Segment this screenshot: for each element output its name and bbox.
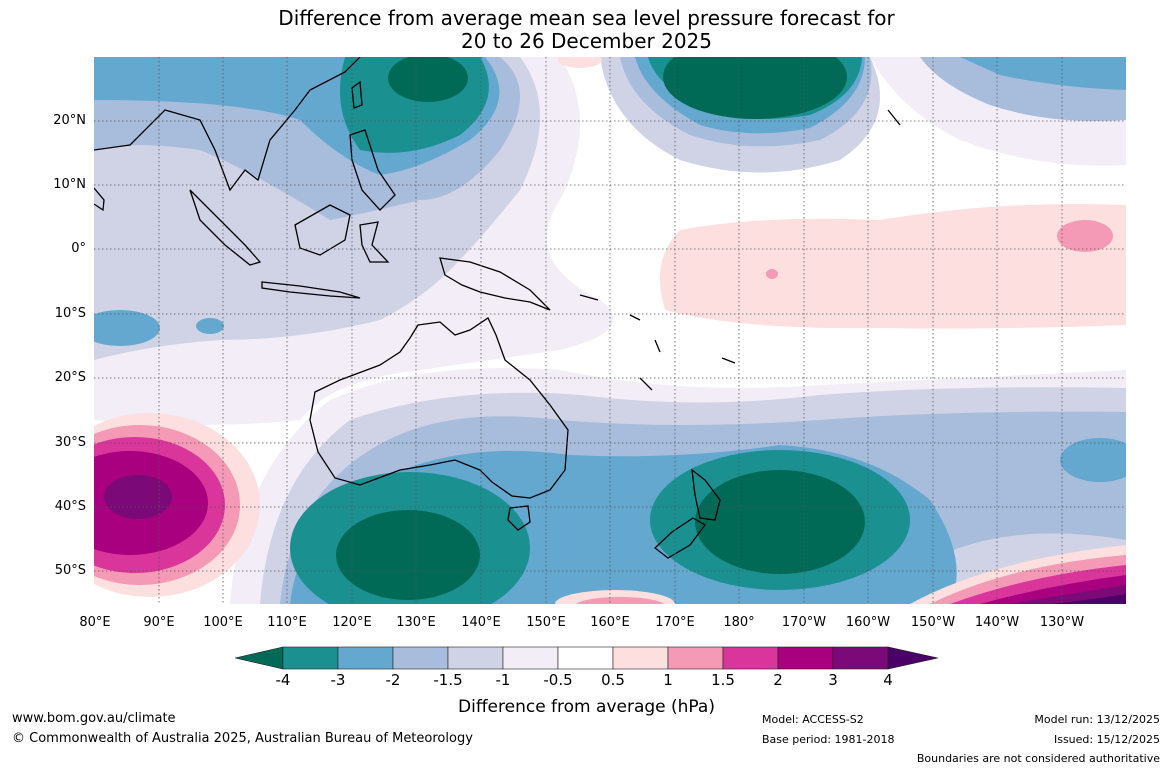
- lon-label: 160°E: [590, 615, 630, 630]
- colorbar-tick-label: -4: [275, 671, 291, 689]
- contour-neg-2-west-10s: [94, 310, 160, 346]
- lat-label: 10°N: [53, 177, 86, 192]
- coastlines: [94, 57, 901, 559]
- base-period-text: Base period: 1981-2018: [762, 733, 895, 746]
- taiwan-coast: [351, 80, 363, 109]
- java-coast: [261, 281, 361, 299]
- philippines-coast: [349, 129, 396, 211]
- colorbar-swatch: [447, 646, 504, 670]
- asia-mainland-coast: [94, 57, 361, 192]
- lon-label: 180°: [723, 615, 755, 630]
- model-text: Model: ACCESS-S2: [762, 713, 864, 726]
- lat-label: 50°S: [54, 563, 86, 578]
- colorbar-swatch: [667, 646, 724, 670]
- lon-label: 130°E: [396, 615, 436, 630]
- colorbar-tick-label: -2: [385, 671, 401, 689]
- colorbar-swatch: [832, 646, 889, 670]
- lon-label: 150°W: [910, 615, 956, 630]
- contour-neg-4-northeast: [663, 57, 847, 119]
- contour-pos-3-southwest: [104, 475, 172, 519]
- colorbar-swatch: [502, 646, 559, 670]
- colorbar-extend-high: [887, 646, 939, 670]
- sumatra-coast: [189, 189, 262, 266]
- lon-label: 170°W: [781, 615, 827, 630]
- colorbar-swatch: [392, 646, 449, 670]
- pressure-anomaly-map: [94, 57, 1126, 604]
- sri-lanka-coast: [94, 187, 105, 212]
- lon-label: 140°E: [461, 615, 501, 630]
- nz-north-island: [691, 468, 721, 521]
- contour-pos-1-equator: [1057, 220, 1113, 252]
- colorbar-swatch: [722, 646, 779, 670]
- contour-neg-4-north: [388, 57, 468, 102]
- colorbar-tick-label: -3: [330, 671, 346, 689]
- lat-label: 10°S: [54, 306, 86, 321]
- pacific-islands: [579, 109, 901, 391]
- sulawesi-coast: [359, 221, 390, 263]
- lat-label: 0°: [71, 241, 86, 256]
- tasmania-coast: [507, 505, 531, 531]
- contour-neg-4-nz: [695, 470, 865, 574]
- disclaimer-text: Boundaries are not considered authoritat…: [916, 752, 1160, 765]
- lon-label: 130°W: [1039, 615, 1085, 630]
- colorbar-tick-label: 3: [828, 671, 838, 689]
- colorbar-tick-label: -1.5: [433, 671, 463, 689]
- model-run-text: Model run: 13/12/2025: [1034, 713, 1160, 726]
- issued-text: Issued: 15/12/2025: [1053, 733, 1160, 746]
- contour-pos-0.5-equator: [660, 204, 1126, 329]
- lon-label: 170°E: [655, 615, 695, 630]
- colorbar-tick-label: -0.5: [543, 671, 573, 689]
- lat-label: 20°S: [54, 370, 86, 385]
- contour-neg-4-southwest: [336, 510, 480, 600]
- colorbar-tick-label: 2: [773, 671, 783, 689]
- lon-label: 160°W: [845, 615, 891, 630]
- lat-label: 40°S: [54, 499, 86, 514]
- colorbar-swatch: [282, 646, 339, 670]
- colorbar-tick-label: 0.5: [601, 671, 625, 689]
- lon-label: 90°E: [143, 615, 175, 630]
- colorbar-tick-label: 1.5: [711, 671, 735, 689]
- borneo-coast: [294, 204, 351, 256]
- colorbar-tick-label: 1: [663, 671, 673, 689]
- australia-coast: [309, 317, 569, 499]
- lon-label: 100°E: [203, 615, 243, 630]
- lon-label: 150°E: [526, 615, 566, 630]
- colorbar-swatch: [777, 646, 834, 670]
- colorbar-swatch: [612, 646, 669, 670]
- lat-label: 20°N: [53, 113, 86, 128]
- graticule: [94, 57, 1126, 604]
- colorbar-swatch: [337, 646, 394, 670]
- anomaly-contours: [94, 57, 1126, 604]
- lon-label: 120°E: [332, 615, 372, 630]
- colorbar-tick-label: -1: [495, 671, 511, 689]
- lon-label: 110°E: [267, 615, 307, 630]
- colorbar-label: Difference from average (hPa): [458, 697, 715, 717]
- map-title-line-2: 20 to 26 December 2025: [460, 29, 712, 53]
- nz-south-island: [653, 517, 706, 559]
- copyright-text: © Commonwealth of Australia 2025, Austra…: [12, 731, 473, 746]
- new-guinea-coast: [439, 257, 551, 311]
- website-text: www.bom.gov.au/climate: [12, 711, 176, 726]
- lat-label: 30°S: [54, 435, 86, 450]
- colorbar-tick-label: 4: [883, 671, 893, 689]
- map-title-line-1: Difference from average mean sea level p…: [278, 6, 895, 30]
- colorbar-extend-low: [234, 646, 284, 670]
- lon-label: 140°W: [974, 615, 1020, 630]
- colorbar-swatch: [557, 646, 614, 670]
- lon-label: 80°E: [79, 615, 111, 630]
